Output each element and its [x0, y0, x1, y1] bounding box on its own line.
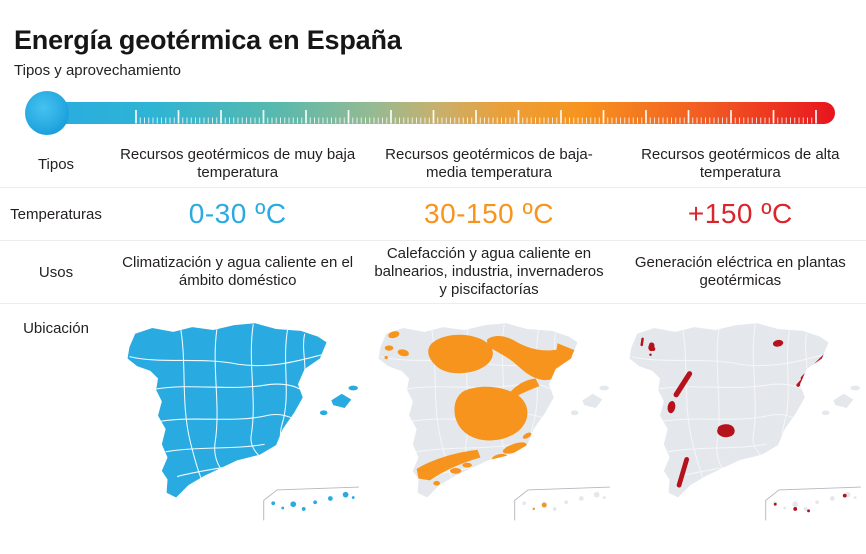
header: Energía geotérmica en España Tipos y apr… — [0, 0, 866, 81]
usos-high: Generación eléctrica en plantas geotérmi… — [634, 253, 846, 289]
usos-row-label: Usos — [38, 263, 74, 281]
temperaturas-row-label: Temperaturas — [10, 205, 102, 223]
page-title: Energía geotérmica en España — [14, 25, 402, 55]
spain-map-high-temperature — [629, 323, 862, 521]
row-temperaturas: Temperaturas 0-30 ºC 30-150 ºC +150 ºC — [0, 187, 866, 240]
temperature-high: +150 ºC — [687, 198, 793, 229]
temperature-very-low: 0-30 ºC — [188, 198, 287, 229]
page-subtitle: Tipos y aprovechamiento — [14, 62, 182, 79]
tipos-row-label: Tipos — [37, 155, 75, 173]
usos-low-medium: Calefacción y agua caliente en balneario… — [374, 244, 604, 299]
tipo-very-low: Recursos geotérmicos de muy baja tempera… — [120, 145, 356, 181]
tipo-low-medium: Recursos geotérmicos de baja-media tempe… — [385, 145, 593, 181]
row-ubicacion: Ubicación — [0, 303, 866, 554]
spain-map-very-low-temperature — [127, 323, 360, 521]
row-usos: Usos Climatización y agua caliente en el… — [0, 240, 866, 303]
temperature-low-medium: 30-150 ºC — [424, 198, 554, 229]
thermometer-ticks — [135, 110, 817, 124]
row-tipos: Tipos Recursos geotérmicos de muy baja t… — [0, 141, 866, 187]
thermometer-bar — [40, 102, 835, 124]
thermometer-scale — [25, 91, 835, 135]
thermometer-bulb — [25, 91, 69, 135]
ubicacion-row-label: Ubicación — [23, 320, 89, 337]
spain-map-low-medium-temperature — [378, 323, 611, 521]
tipo-high: Recursos geotérmicos de alta temperatura — [641, 145, 840, 181]
usos-very-low: Climatización y agua caliente en el ámbi… — [122, 253, 354, 289]
